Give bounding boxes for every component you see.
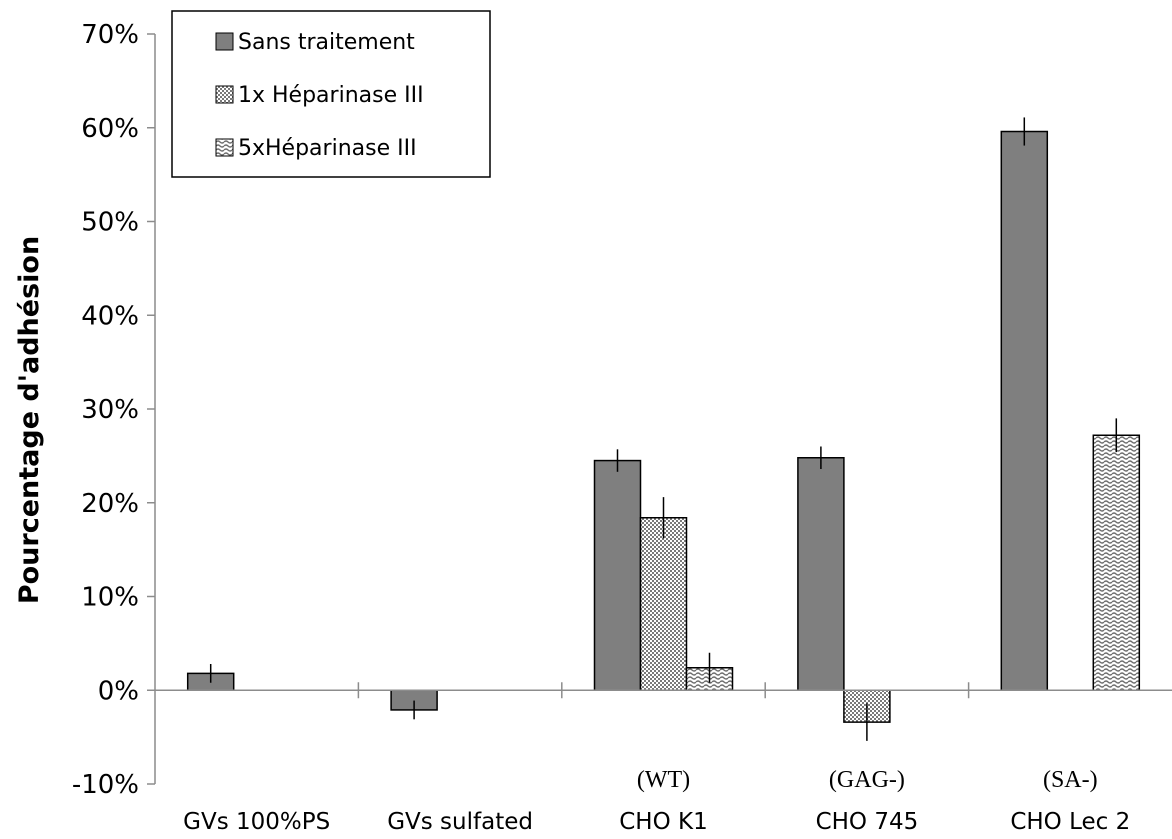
legend-swatch: [215, 85, 234, 104]
legend: Sans traitement 1x Héparinase III 5xHépari…: [171, 10, 491, 178]
y-axis-label: Pourcentage d'adhésion: [14, 236, 45, 604]
plot-area: -10% 0% 10% 20% 30% 40% 50% 60% 70%: [72, 20, 1172, 800]
x-category-label: CHO Lec 2: [1010, 809, 1130, 835]
y-tick-label: 40%: [81, 301, 139, 331]
y-tick-label: 0%: [98, 676, 139, 706]
x-category-sublabel: (SA-): [1043, 767, 1098, 793]
y-tick-label: 70%: [81, 20, 139, 50]
x-category-sublabel: (WT): [637, 767, 690, 793]
x-category-label: CHO K1: [619, 809, 708, 835]
bar: [593, 459, 642, 691]
legend-swatch: [215, 32, 234, 51]
bar: [1000, 130, 1049, 691]
y-tick-label: 10%: [81, 583, 139, 613]
y-tick-label: 60%: [81, 114, 139, 144]
bar: [639, 517, 688, 691]
y-tick-label: -10%: [72, 770, 139, 800]
bar: [1092, 434, 1141, 691]
y-ticks: -10% 0% 10% 20% 30% 40% 50% 60% 70%: [72, 20, 155, 800]
x-category-label: CHO 745: [816, 809, 919, 835]
y-tick-label: 50%: [81, 208, 139, 238]
bars-layer: [186, 130, 1141, 723]
bar: [797, 457, 845, 691]
legend-swatch: [215, 138, 234, 157]
legend-label: Sans traitement: [238, 30, 415, 55]
error-bars-layer: [209, 117, 1118, 741]
category-labels: GVs 100%PS GVs sulfated CHO K1 (WT) CHO 745 (…: [183, 767, 1130, 835]
x-ticks: [357, 682, 970, 699]
y-tick-label: 20%: [81, 489, 139, 519]
legend-label: 5xHéparinase III: [238, 136, 417, 161]
x-category-label: GVs sulfated: [387, 809, 533, 835]
x-category-sublabel: (GAG-): [829, 767, 905, 793]
legend-label: 1x Héparinase III: [238, 83, 424, 108]
y-tick-label: 30%: [81, 395, 139, 425]
x-category-label: GVs 100%PS: [183, 809, 330, 835]
